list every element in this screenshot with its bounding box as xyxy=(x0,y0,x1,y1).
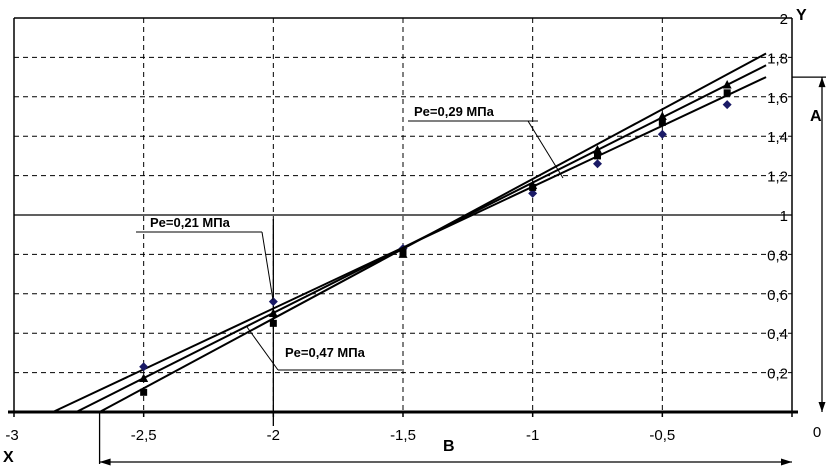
y-tick-label: 1,8 xyxy=(767,50,788,67)
annotation-pe-029-text: Pe=0,29 МПа xyxy=(414,104,495,119)
x-tick-label: -2 xyxy=(267,427,280,444)
data-point-diamond xyxy=(593,159,602,168)
y-tick-label: 0,6 xyxy=(767,287,788,304)
data-point-square xyxy=(270,320,277,327)
dimension-b-label: B xyxy=(443,438,455,455)
dimension-a-arrow-top xyxy=(819,77,826,87)
annotation-pe-021-leader xyxy=(262,232,273,300)
data-point-diamond xyxy=(723,100,732,109)
data-point-square xyxy=(724,89,731,96)
series-layer xyxy=(53,53,766,412)
x-tick-label: -1 xyxy=(526,427,539,444)
x-tick-label: -1,5 xyxy=(390,427,416,444)
dimension-a-label: A xyxy=(810,108,822,125)
data-point-square xyxy=(400,249,407,256)
data-point-square xyxy=(594,152,601,159)
data-point-square xyxy=(140,389,147,396)
y-tick-label: 0,4 xyxy=(767,326,788,343)
dimension-b-arrow-right xyxy=(781,459,792,466)
x-tick-label: -3 xyxy=(5,427,18,444)
annotation-pe-047-text: Pe=0,47 МПа xyxy=(285,345,366,360)
dimension-a-arrow-bottom xyxy=(819,402,826,412)
grid xyxy=(14,18,792,426)
x-tick-label: -0,5 xyxy=(649,427,675,444)
y-tick-label: 0,8 xyxy=(767,247,788,264)
dimension-a xyxy=(792,77,826,412)
data-point-triangle xyxy=(139,374,148,383)
data-point-square xyxy=(659,119,666,126)
y-tick-label: 0,2 xyxy=(767,366,788,383)
tick-labels: 0,2 0,4 0,6 0,8 1 1,2 1,4 1,6 1,8 2 -3 -2,5 -2 -1,5 -1… xyxy=(5,11,821,444)
annotation-pe-021: Pe=0,21 МПа xyxy=(136,215,273,300)
y-tick-label: 1 xyxy=(780,208,788,225)
y-tick-label: 2 xyxy=(780,11,788,28)
data-point-diamond xyxy=(269,297,278,306)
x-tick-label: -2,5 xyxy=(131,427,157,444)
annotation-pe-029: Pe=0,29 МПа xyxy=(408,104,563,178)
data-point-diamond xyxy=(658,130,667,139)
y-axis-label: Y xyxy=(796,7,807,24)
data-point-square xyxy=(529,184,536,191)
x-axis-label: X xyxy=(3,449,14,466)
y-tick-label: 1,6 xyxy=(767,90,788,107)
y-tick-label: 1,2 xyxy=(767,169,788,186)
annotation-pe-029-leader xyxy=(528,121,563,178)
dimension-b-arrow-left xyxy=(100,459,111,466)
y-tick-label: 1,4 xyxy=(767,129,788,146)
x-tick-label: 0 xyxy=(813,424,821,441)
annotation-pe-021-text: Pe=0,21 МПа xyxy=(150,215,231,230)
